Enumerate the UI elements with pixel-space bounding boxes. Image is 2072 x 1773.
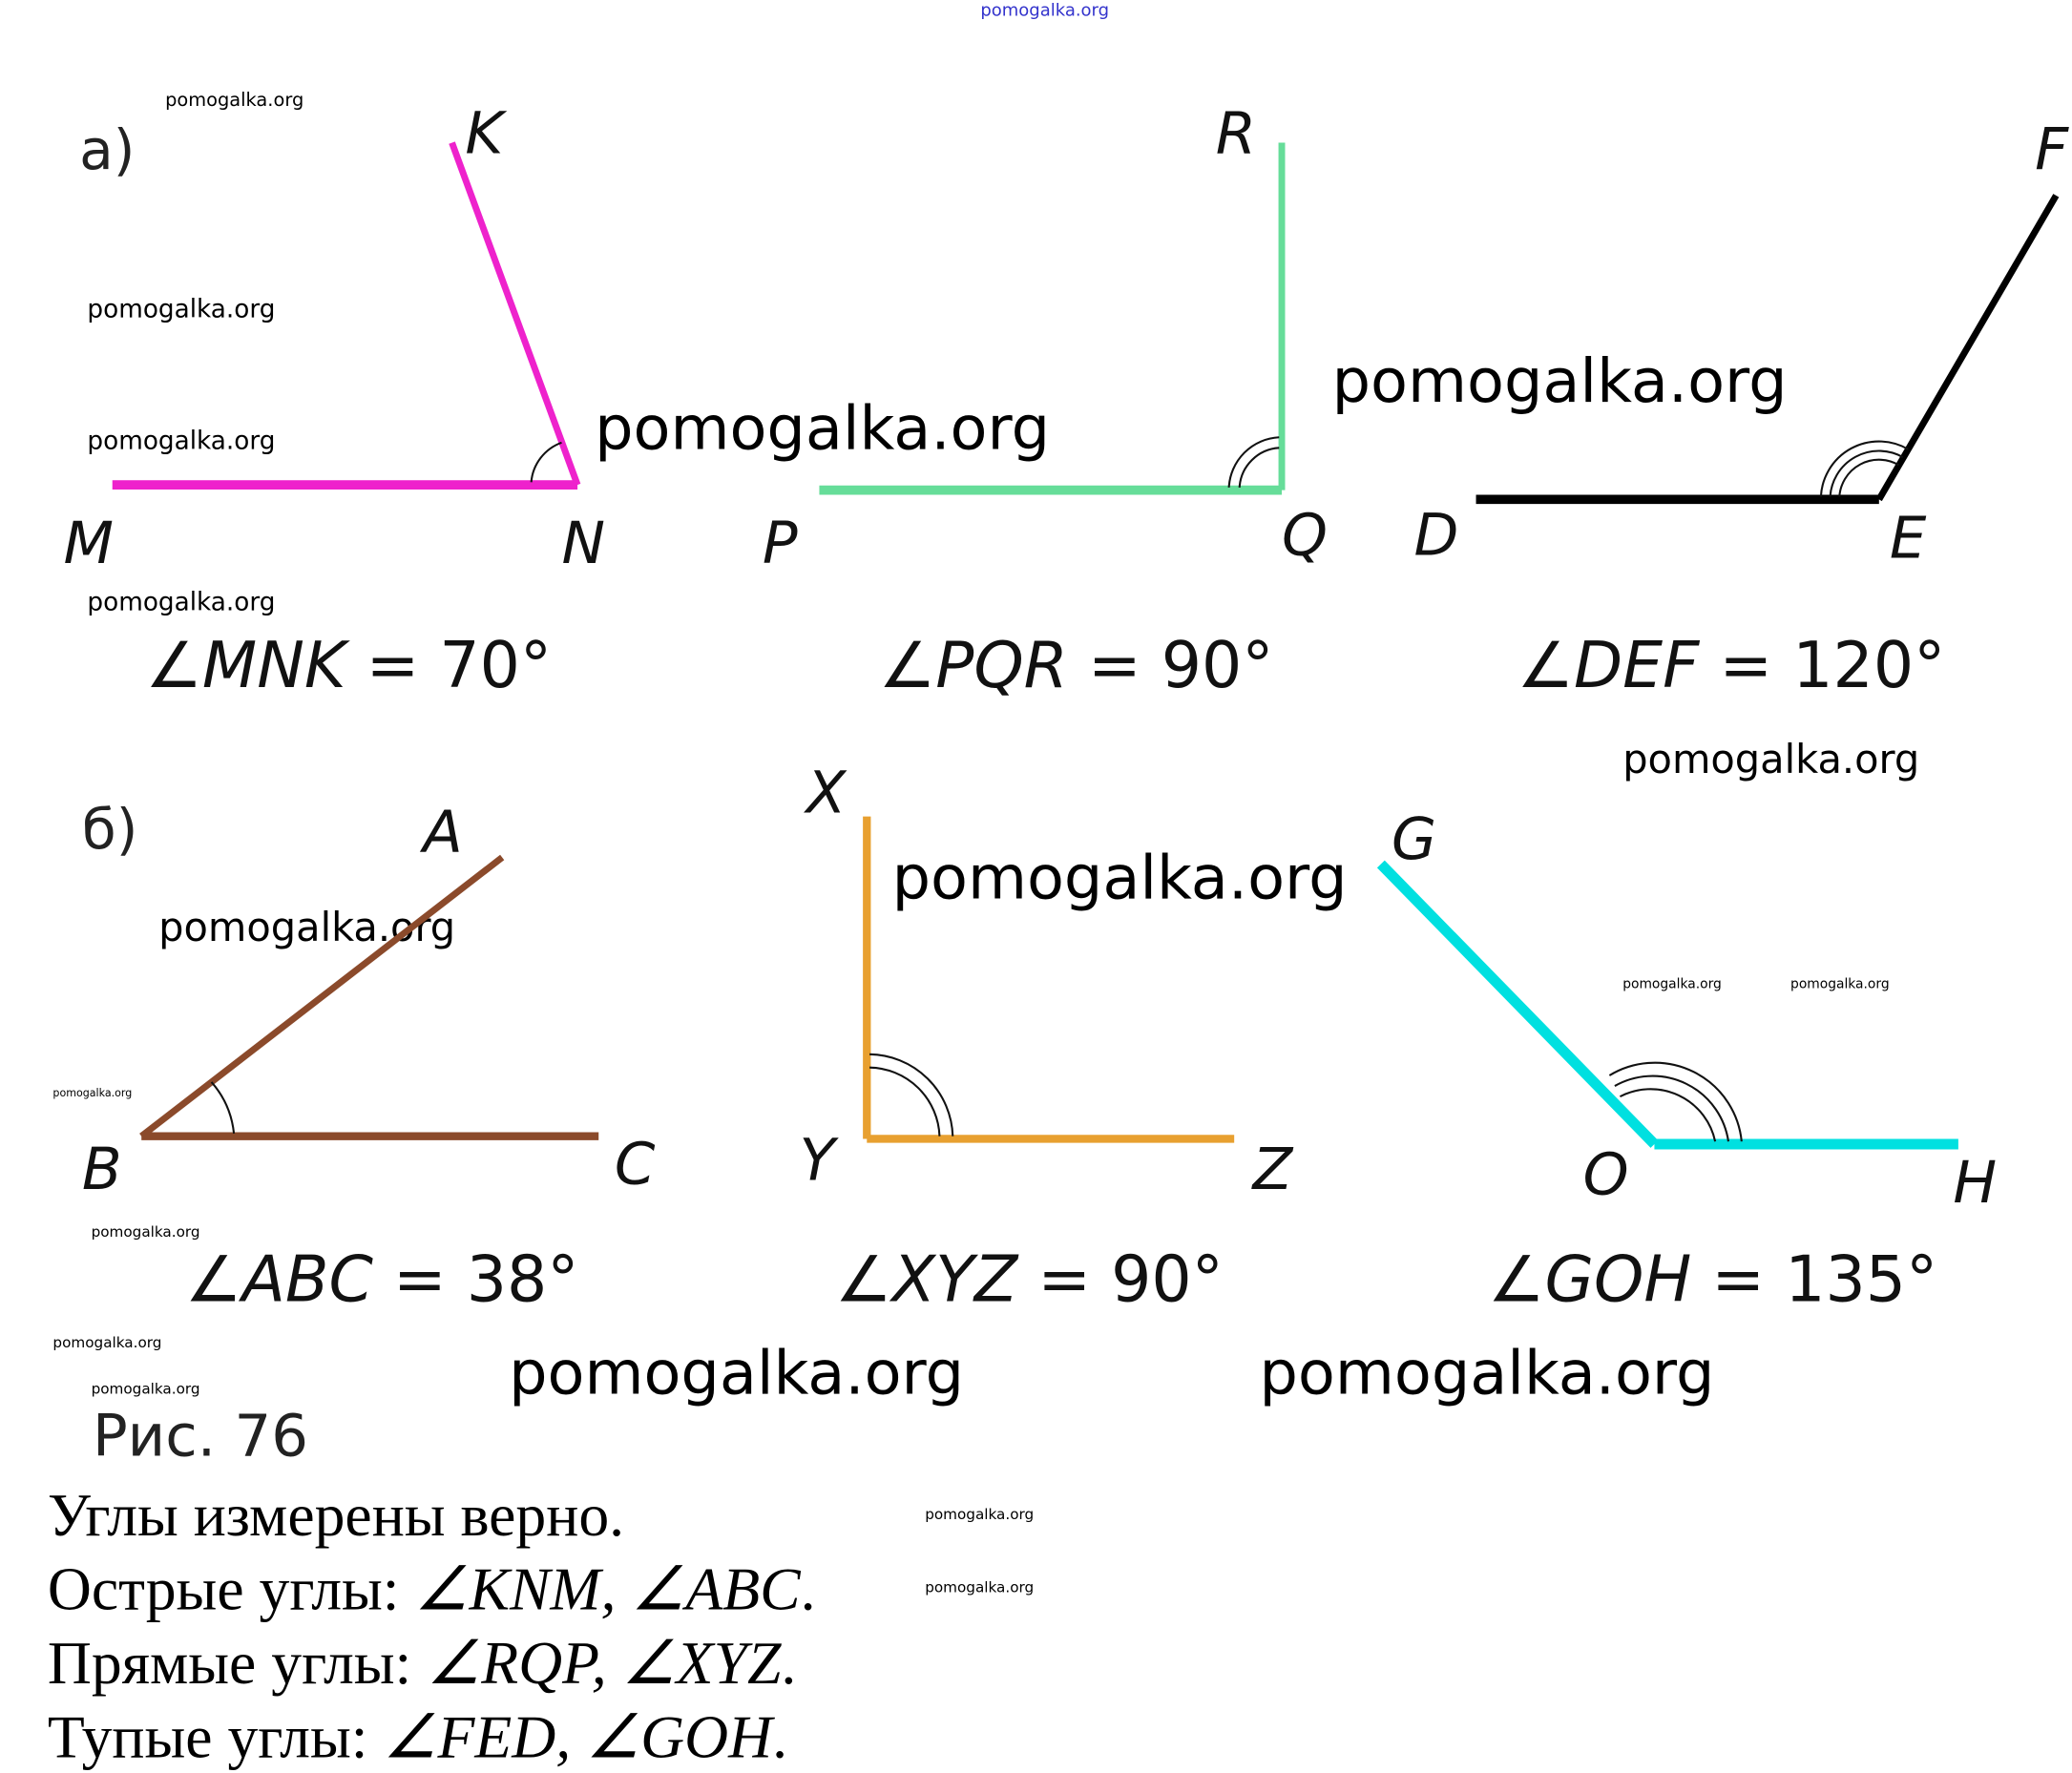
point-z: Z	[1251, 1136, 1294, 1203]
watermark-top: pomogalka.org	[980, 1, 1109, 21]
angle-arc	[1619, 1088, 1717, 1142]
point-k: K	[465, 100, 507, 168]
watermark: pomogalka.org	[1259, 1339, 1714, 1409]
point-a: A	[419, 799, 463, 866]
point-m: M	[64, 510, 115, 577]
watermark: pomogalka.org	[52, 1334, 161, 1351]
angle-mnk	[112, 141, 581, 490]
equation-mnk: ∠MNK = 70°	[145, 628, 552, 702]
watermark: pomogalka.org	[1622, 977, 1722, 992]
equation-pqr: ∠PQR = 90°	[879, 628, 1274, 702]
point-c: C	[615, 1131, 656, 1199]
watermark: pomogalka.org	[92, 1223, 200, 1241]
point-n: N	[561, 510, 605, 577]
angle-arc	[1227, 436, 1280, 488]
watermark: pomogalka.org	[87, 295, 275, 323]
angle-arc	[869, 1053, 954, 1137]
angle-arc	[1238, 447, 1280, 488]
watermark: pomogalka.org	[87, 589, 275, 617]
angle-xyz	[863, 816, 1235, 1143]
point-e: E	[1890, 504, 1927, 572]
answer-acute: Острые углы: ∠KNM, ∠ABC.	[48, 1554, 816, 1622]
watermark: pomogalka.org	[87, 428, 275, 456]
part-b-label: б)	[82, 797, 138, 862]
ray-og	[1376, 860, 1659, 1148]
answer-line-1: Углы измерены верно.	[48, 1481, 624, 1549]
point-d: D	[1413, 501, 1458, 569]
angle-arc	[1838, 458, 1900, 497]
angle-arc	[530, 441, 562, 483]
watermark: pomogalka.org	[1622, 736, 1919, 782]
equation-goh: ∠GOH = 135°	[1488, 1242, 1937, 1317]
point-p: P	[763, 510, 798, 577]
equation-xyz: ∠XYZ = 90°	[835, 1242, 1224, 1317]
angle-pqr	[819, 142, 1286, 495]
point-o: O	[1583, 1141, 1629, 1209]
figure-caption: Рис. 76	[93, 1403, 308, 1471]
point-labels-b: A B C X Y Z G O H	[82, 759, 1997, 1216]
angle-arc	[869, 1066, 941, 1137]
point-y: Y	[800, 1126, 840, 1194]
watermark: pomogalka.org	[52, 1087, 132, 1099]
part-a-label: а)	[79, 117, 135, 182]
watermark: pomogalka.org	[165, 89, 303, 111]
angle-arc	[1829, 449, 1904, 497]
equation-abc: ∠ABC = 38°	[185, 1242, 579, 1317]
angle-goh	[1376, 860, 1958, 1150]
watermarks: pomogalka.org pomogalka.org pomogalka.or…	[52, 89, 1919, 1596]
point-labels-a: K M N R P Q F D E	[64, 100, 2070, 577]
ray-ef	[1875, 194, 2060, 502]
watermark: pomogalka.org	[595, 394, 1050, 465]
point-q: Q	[1282, 501, 1328, 569]
answer-obtuse: Тупые углы: ∠FED, ∠GOH.	[48, 1702, 787, 1770]
point-g: G	[1392, 805, 1436, 873]
watermark: pomogalka.org	[158, 904, 455, 950]
angle-arc	[1608, 1061, 1743, 1142]
angle-arc	[1614, 1074, 1730, 1142]
point-r: R	[1216, 100, 1256, 168]
watermark: pomogalka.org	[1332, 346, 1788, 417]
watermark: pomogalka.org	[1790, 977, 1890, 992]
watermark: pomogalka.org	[925, 1506, 1034, 1523]
point-f: F	[2035, 115, 2069, 183]
angle-def	[1476, 194, 2060, 505]
answer-right: Прямые углы: ∠RQP, ∠XYZ.	[48, 1629, 796, 1697]
angle-arc	[1819, 440, 1909, 497]
equation-def: ∠DEF = 120°	[1517, 628, 1945, 702]
point-b: B	[82, 1136, 122, 1203]
watermark: pomogalka.org	[892, 843, 1348, 913]
watermark: pomogalka.org	[92, 1381, 200, 1398]
ray-ba	[139, 854, 505, 1139]
point-h: H	[1953, 1149, 1997, 1217]
angle-abc	[139, 854, 599, 1140]
point-x: X	[804, 759, 848, 826]
angle-arc	[210, 1081, 236, 1135]
ray-nk	[449, 141, 581, 487]
watermark: pomogalka.org	[509, 1339, 964, 1409]
watermark: pomogalka.org	[925, 1578, 1034, 1596]
